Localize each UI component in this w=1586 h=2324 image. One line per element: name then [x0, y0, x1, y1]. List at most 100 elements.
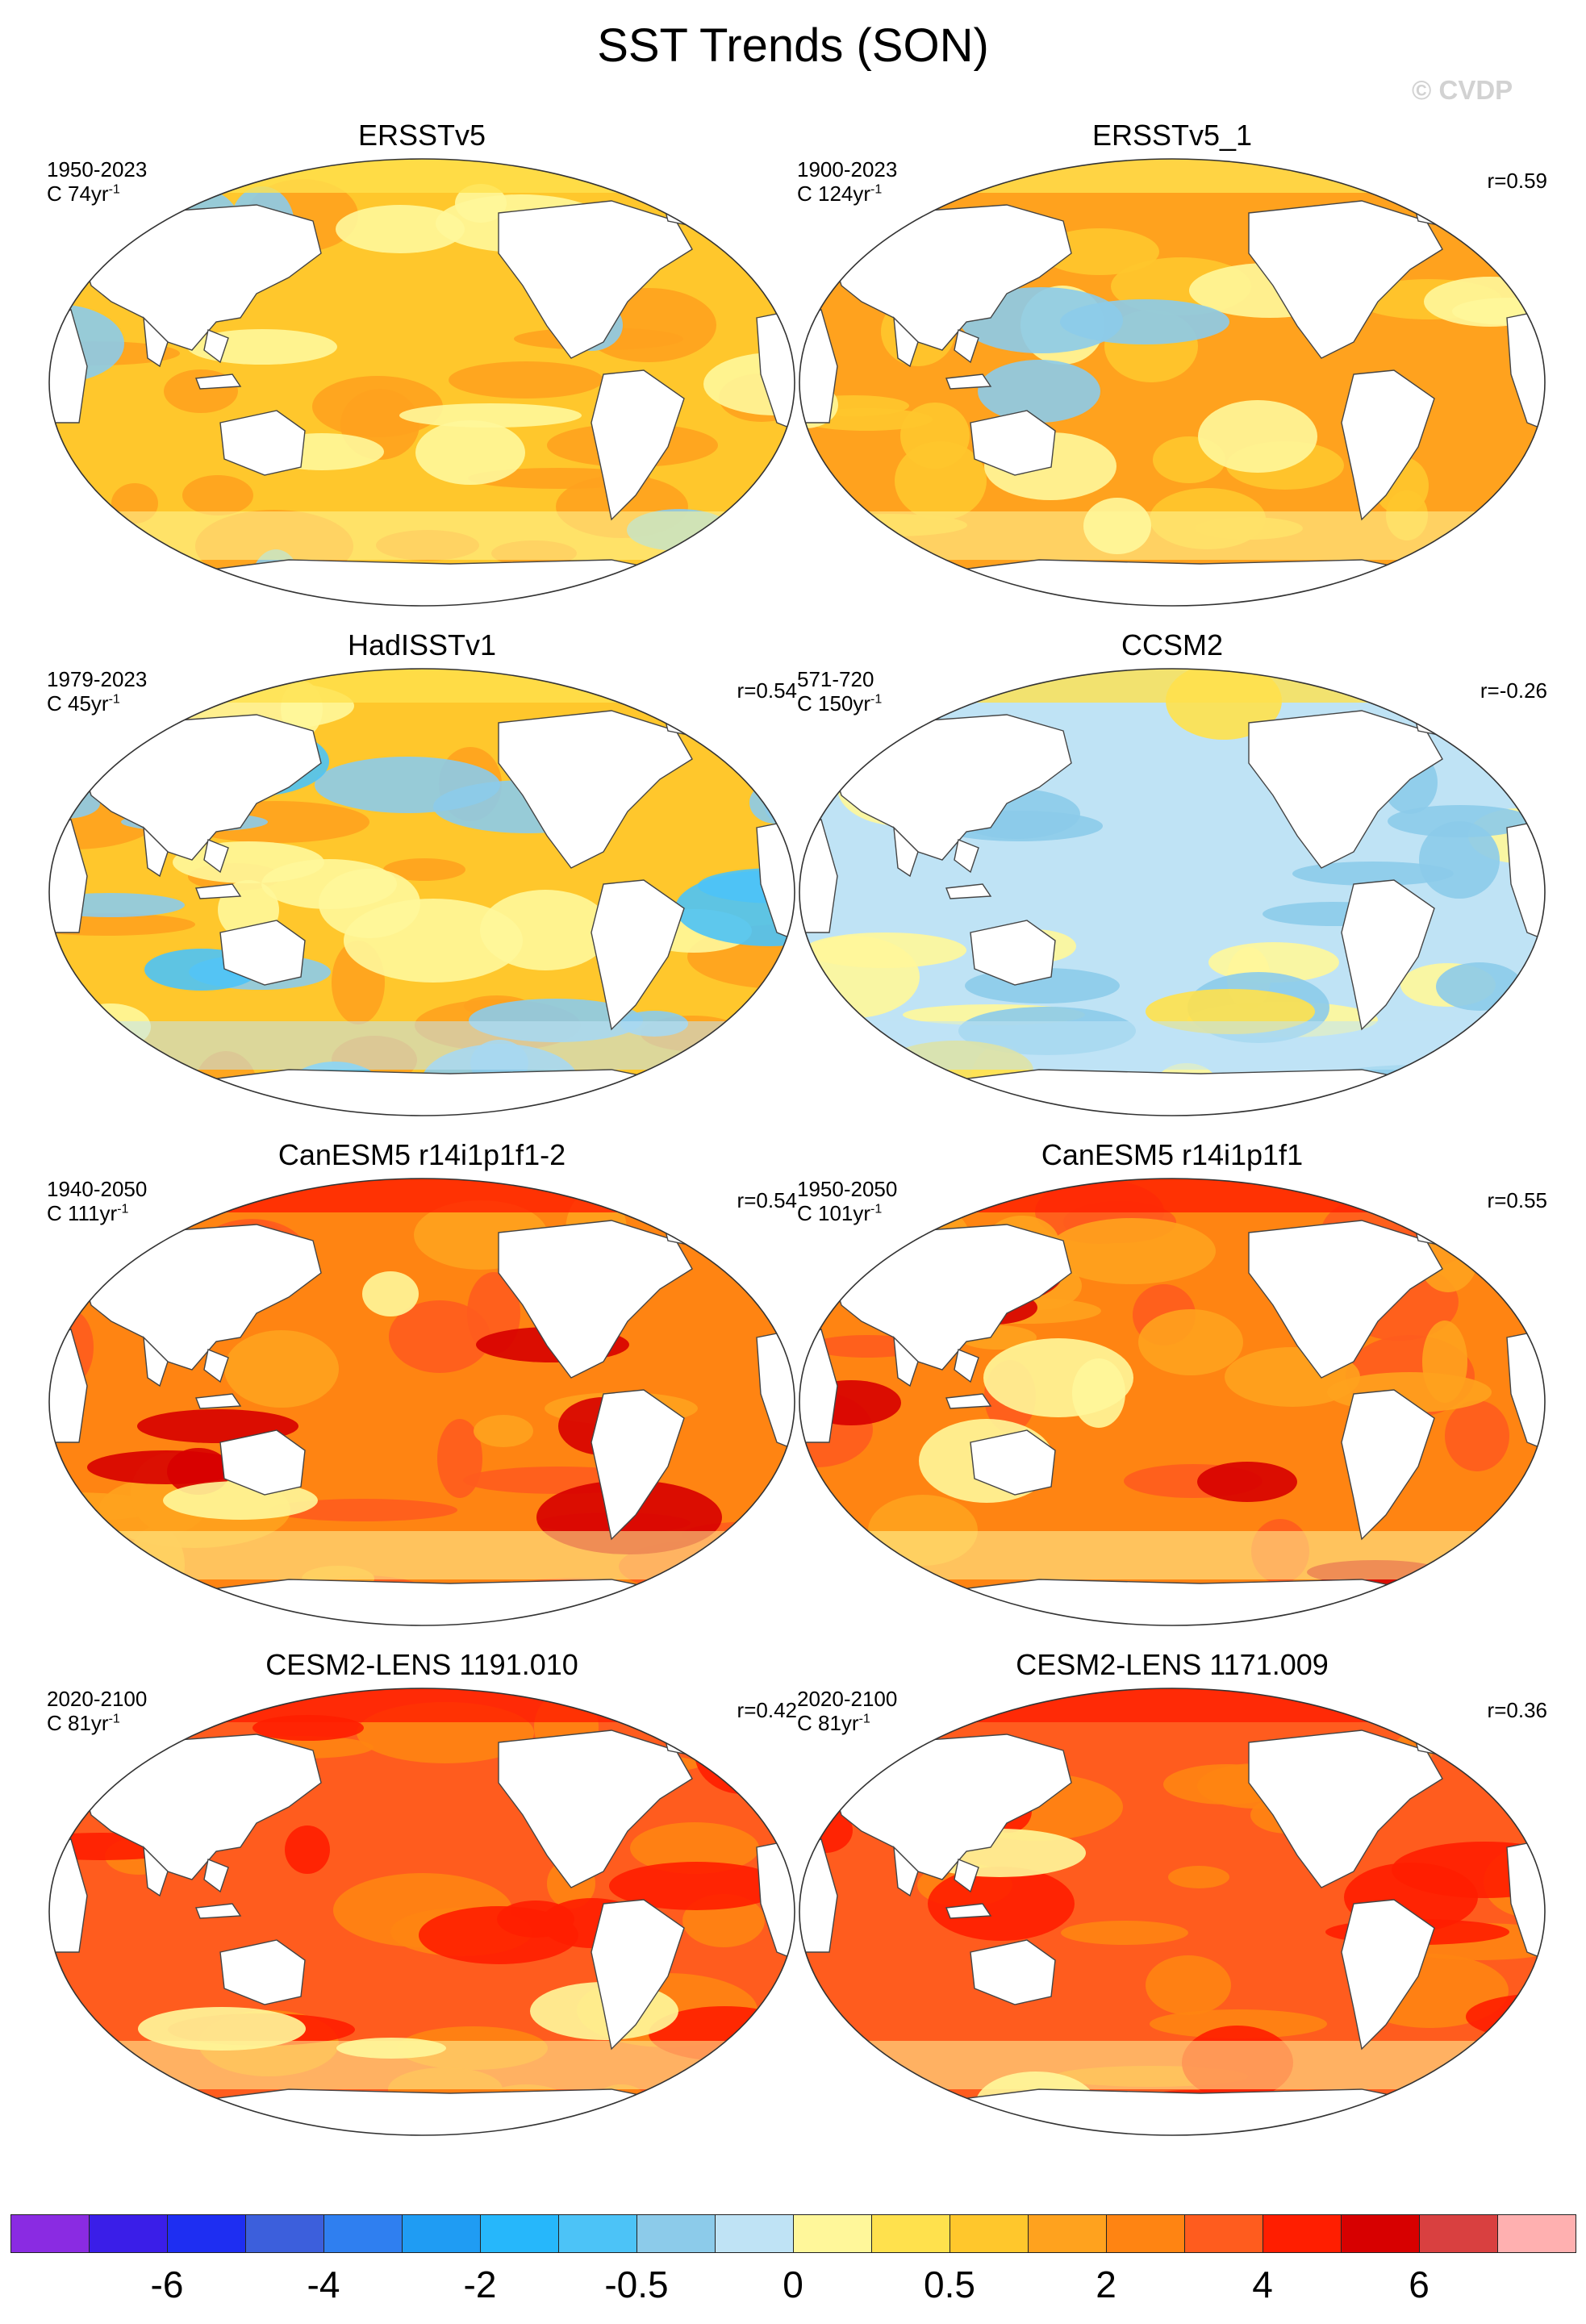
trend-contour-patch — [609, 1862, 783, 1910]
panel-period: 1979-2023 — [47, 667, 148, 691]
panel-correlation: r=0.59 — [1487, 169, 1547, 193]
trend-contour-patch — [1388, 805, 1533, 837]
land-mass — [659, 1200, 741, 1250]
land-mass — [954, 329, 979, 364]
trend-contour-patch — [1496, 697, 1545, 742]
trend-contour-patch — [182, 475, 253, 515]
map-panel: HadISSTv1 1979-2023 C 45yr-1 r=0.54 — [47, 628, 797, 1128]
panel-scale-exponent: -1 — [870, 692, 883, 707]
trend-contour-patch — [1445, 1400, 1509, 1471]
panel-scale-exponent: -1 — [108, 1712, 120, 1726]
colorbar-tick-label: 2 — [1096, 2264, 1116, 2305]
map-outline — [48, 1688, 795, 2136]
land-mass — [78, 1224, 322, 1371]
colorbar-swatch — [402, 2214, 481, 2253]
sst-trend-map — [48, 1178, 795, 1626]
land-mass — [908, 1069, 1445, 1116]
land-mass — [158, 559, 695, 606]
colorbar-swatch — [558, 2214, 637, 2253]
panel-period: 1950-2050 — [797, 1177, 898, 1201]
land-mass — [143, 826, 169, 878]
southern-ocean-band — [799, 2041, 1545, 2089]
land-mass — [954, 1349, 979, 1383]
trend-contour-patch — [474, 1415, 533, 1447]
panel-scale-text: C 124yr — [797, 181, 871, 206]
trend-contour-patch — [383, 858, 465, 881]
colorbar-swatch — [89, 2214, 168, 2253]
panel-scale-text: C 81yr — [797, 1711, 859, 1735]
trend-contour-patch — [315, 757, 500, 813]
panel-scale: C 81yr-1 — [47, 1710, 120, 1736]
trend-contour-patch — [362, 1271, 419, 1316]
panel-scale: C 74yr-1 — [47, 181, 120, 207]
map-outline — [799, 158, 1546, 607]
trend-contour-patch — [715, 722, 795, 769]
map-panel: ERSSTv5_1 1900-2023 C 124yr-1 r=0.59 — [797, 118, 1547, 618]
panel-title: CanESM5 r14i1p1f1-2 — [278, 1138, 566, 1171]
colorbar-swatch — [1028, 2214, 1107, 2253]
colorbar-swatch — [1419, 2214, 1498, 2253]
panel-scale-text: C 74yr — [47, 181, 109, 206]
panel-correlation: r=0.54 — [737, 678, 797, 703]
panel-title: ERSSTv5_1 — [1091, 119, 1253, 152]
panel-correlation: r=0.55 — [1487, 1188, 1547, 1212]
land-mass — [591, 1899, 685, 2051]
land-mass — [219, 920, 306, 986]
trend-contour-patch — [895, 441, 987, 520]
land-mass — [219, 1429, 306, 1496]
land-mass — [893, 316, 919, 368]
land-mass — [1341, 879, 1435, 1031]
trend-contour-patch — [1040, 228, 1159, 275]
land-mass — [908, 2088, 1445, 2135]
land-mass — [945, 1903, 992, 1919]
panel-title: HadISSTv1 — [347, 628, 497, 661]
trend-contour-patch — [415, 420, 525, 485]
colorbar-tick-label: 6 — [1409, 2264, 1429, 2305]
trend-contour-patch — [312, 376, 443, 437]
map-outline — [48, 668, 795, 1116]
panel-scale: C 124yr-1 — [797, 181, 882, 207]
sst-trend-map — [799, 1178, 1546, 1626]
colorbar-swatch — [245, 2214, 324, 2253]
land-mass — [945, 373, 992, 390]
land-mass — [1341, 369, 1435, 521]
land-mass — [498, 1220, 693, 1379]
map-outline — [48, 1178, 795, 1626]
land-mass — [1248, 1729, 1443, 1888]
trend-contour-patch — [1197, 1462, 1297, 1502]
panel-correlation: r=0.36 — [1487, 1698, 1547, 1722]
trend-contour-patch — [803, 933, 966, 968]
map-outline — [799, 1688, 1546, 2136]
panel-title: ERSSTv5 — [357, 119, 486, 152]
map-outline — [799, 1178, 1546, 1626]
land-mass — [1248, 200, 1443, 359]
trend-contour-patch — [695, 1712, 790, 1794]
trend-contour-patch — [804, 1081, 895, 1104]
panel-scale-exponent: -1 — [870, 1202, 883, 1216]
panel-scale: C 45yr-1 — [47, 691, 120, 716]
land-mass — [893, 1336, 919, 1387]
colorbar-swatch — [871, 2214, 950, 2253]
trend-contour-patch — [480, 890, 611, 970]
land-mass — [591, 1389, 685, 1541]
colorbar-tick-label: -4 — [307, 2264, 340, 2305]
panel-period: 1950-2023 — [47, 157, 148, 181]
land-mass — [195, 1393, 242, 1409]
trend-contour-patch — [799, 2014, 820, 2043]
trend-contour-patch — [449, 361, 603, 398]
colorbar — [10, 2214, 1576, 2255]
land-mass — [158, 2088, 695, 2135]
colorbar-swatch — [636, 2214, 716, 2253]
trend-contour-patch — [743, 1241, 795, 1288]
arctic-band — [49, 1688, 795, 1722]
land-mass — [203, 329, 229, 364]
colorbar-swatch — [167, 2214, 246, 2253]
trend-contour-patch — [336, 205, 465, 253]
colorbar-swatch — [1263, 2214, 1342, 2253]
trend-contour-patch — [399, 403, 582, 428]
land-mass — [1409, 1709, 1492, 1759]
colorbar-swatch — [1497, 2214, 1576, 2253]
colorbar-tick-label: 4 — [1252, 2264, 1273, 2305]
panel-scale-exponent: -1 — [108, 182, 120, 197]
land-mass — [498, 710, 693, 869]
